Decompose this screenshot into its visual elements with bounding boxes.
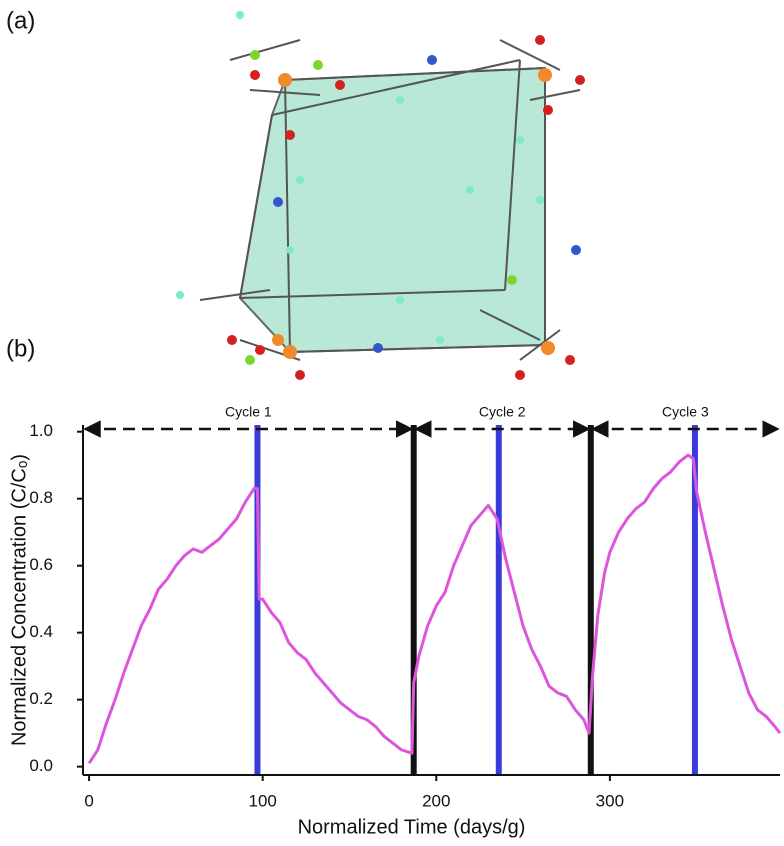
cycle-label: Cycle 1 (225, 404, 272, 420)
data-line (87, 453, 782, 765)
y-tick-label: 0.2 (29, 689, 53, 708)
x-axis-title: Normalized Time (days/g) (298, 816, 526, 838)
y-tick-label: 1.0 (29, 421, 53, 440)
x-tick-label: 0 (84, 791, 93, 810)
y-tick-label: 0.6 (29, 555, 53, 574)
bonds (199, 39, 581, 361)
molecule (176, 11, 585, 380)
x-tick-label: 200 (422, 791, 450, 810)
y-axis-title: Normalized Concentration (C/Cₒ) (8, 454, 30, 746)
x-tick-label: 100 (248, 791, 276, 810)
panel-label: (b) (6, 335, 35, 362)
y-tick-label: 0.4 (29, 622, 53, 641)
x-tick-label: 300 (596, 791, 624, 810)
y-tick-label: 0.0 (29, 756, 53, 775)
atoms (176, 11, 585, 380)
cycle-label: Cycle 3 (662, 404, 709, 420)
cycle-label: Cycle 2 (479, 404, 526, 420)
y-tick-label: 0.8 (29, 488, 53, 507)
panel-label: (a) (6, 7, 35, 34)
